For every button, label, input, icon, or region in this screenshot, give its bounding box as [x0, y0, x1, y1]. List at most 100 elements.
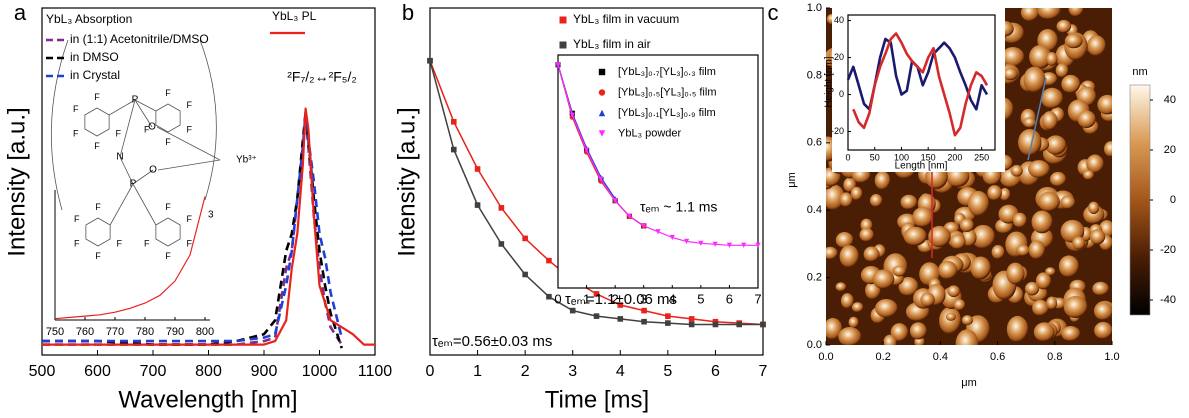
x-tick-label: 760 — [76, 326, 94, 338]
grain — [1010, 164, 1023, 177]
atom-label: F — [186, 100, 192, 110]
grain — [1045, 135, 1067, 155]
marker — [498, 205, 505, 211]
x-tick-label: 7 — [759, 363, 768, 380]
x-tick-label: 1100 — [358, 363, 393, 380]
marker — [665, 320, 671, 326]
marker — [688, 321, 695, 328]
marker — [626, 213, 633, 219]
atom-label: F — [94, 92, 100, 102]
grain — [1002, 67, 1018, 81]
marker — [546, 293, 552, 300]
label: Height [nm] — [824, 56, 835, 107]
x-tick-label: 50 — [870, 152, 880, 162]
grain — [1031, 210, 1053, 234]
label: Intensity [a.u.] — [393, 107, 420, 256]
x-tick-label: 2 — [521, 363, 530, 380]
grain — [850, 186, 863, 201]
marker — [450, 119, 457, 125]
grain — [938, 260, 958, 280]
grain — [848, 316, 859, 328]
grain — [826, 184, 845, 211]
y-tick-label: 1.0 — [807, 2, 822, 14]
data-line — [852, 32, 989, 137]
x-tick-label: 1000 — [302, 363, 338, 380]
marker — [474, 166, 481, 172]
grain — [1046, 296, 1058, 310]
data-line — [54, 196, 206, 320]
grain — [898, 277, 919, 296]
bracket — [199, 39, 217, 201]
x-tick-label: 0.0 — [818, 351, 833, 363]
label: [YbL₃]₀.₇[YL₃]₀.₃ film — [618, 66, 716, 78]
grain — [991, 245, 1005, 260]
grain — [909, 322, 927, 340]
grain — [1060, 195, 1076, 209]
grain — [920, 292, 935, 307]
atom-label: F — [186, 125, 192, 135]
label: YbL₃ Absorption — [46, 12, 132, 26]
marker — [641, 307, 647, 314]
x-tick-label: 3 — [640, 291, 647, 306]
marker — [683, 238, 690, 244]
marker — [669, 234, 675, 241]
grain — [970, 256, 991, 280]
atom-label: F — [165, 88, 171, 98]
grain — [1072, 236, 1086, 250]
grain — [1041, 87, 1064, 109]
grain — [1094, 302, 1112, 321]
y-tick-label: 0.6 — [807, 137, 822, 149]
marker — [555, 62, 561, 68]
grain — [835, 282, 847, 292]
grain — [1046, 51, 1058, 66]
atom-label: F — [165, 202, 171, 212]
atom-label: N — [116, 152, 123, 163]
grain — [1028, 160, 1050, 178]
x-tick-label: 800 — [195, 363, 222, 380]
legend-swatch — [598, 130, 606, 137]
marker — [712, 241, 718, 247]
x-tick-label: 700 — [140, 363, 167, 380]
grain — [826, 246, 838, 260]
grain — [1045, 267, 1056, 276]
grain — [875, 298, 898, 318]
x-tick-label: 4 — [616, 363, 625, 380]
grain — [1037, 191, 1060, 212]
grain — [839, 192, 853, 208]
atom-label: F — [144, 239, 150, 249]
x-tick-label: 790 — [166, 326, 184, 338]
atom-label: P — [130, 179, 137, 190]
grain — [1016, 244, 1030, 256]
label: b — [402, 0, 414, 25]
label: in Crystal — [70, 68, 120, 82]
grain — [1041, 111, 1058, 131]
grain — [1023, 66, 1046, 93]
atom-label: P — [132, 95, 139, 106]
colorbar-tick-label: 0 — [1170, 194, 1176, 206]
y-tick-label: 0.0 — [807, 339, 822, 351]
bond — [132, 183, 157, 226]
grain — [900, 194, 918, 210]
atom-label: F — [95, 251, 101, 261]
label: [YbL₃]₀.₅[YL₃]₀.₅ film — [618, 86, 716, 98]
grain — [1029, 44, 1052, 69]
x-tick-label: 0 — [554, 291, 561, 306]
grain — [1056, 19, 1072, 33]
coordination — [156, 126, 221, 161]
label: Wavelength [nm] — [118, 386, 297, 413]
marker — [755, 242, 761, 248]
grain — [928, 225, 951, 248]
x-tick-label: 1 — [473, 363, 482, 380]
marker — [665, 313, 671, 319]
colorbar — [1129, 84, 1151, 316]
label: c — [768, 0, 779, 25]
atom-label: F — [73, 104, 79, 114]
legend-swatch — [598, 109, 606, 117]
coordination — [157, 159, 221, 171]
marker — [593, 313, 600, 319]
grain — [1001, 47, 1025, 67]
grain — [1037, 8, 1061, 20]
ring — [155, 103, 181, 133]
colorbar-tick-label: -20 — [1160, 244, 1176, 256]
